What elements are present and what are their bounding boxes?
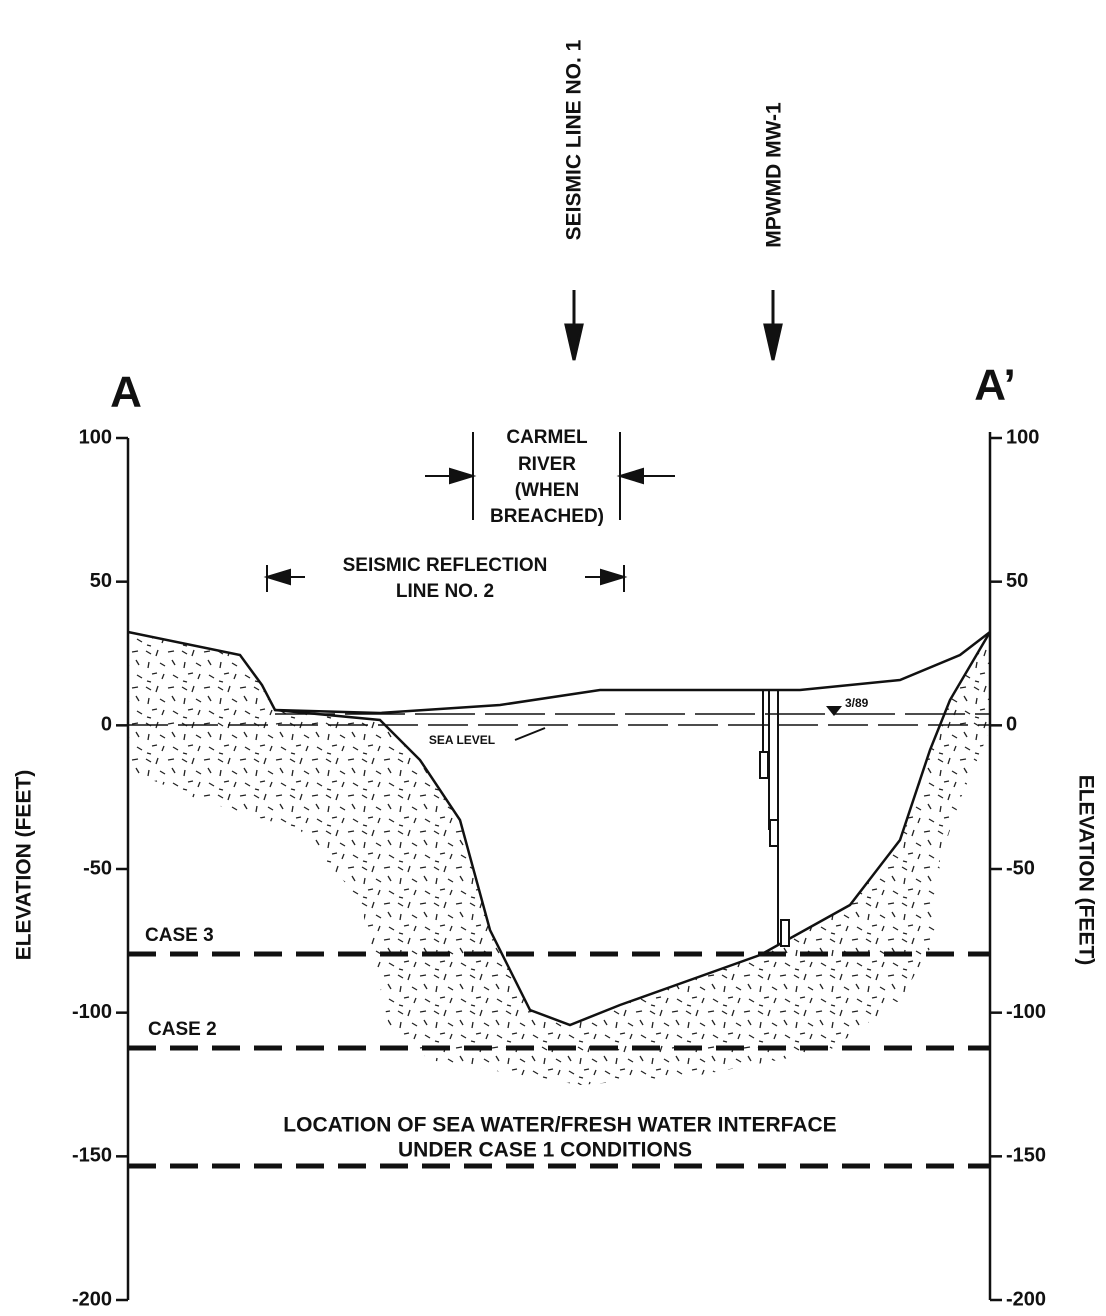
tick-label: -200: [72, 1288, 112, 1310]
annotation: 3/89: [845, 696, 869, 710]
tick-label: -150: [1006, 1145, 1046, 1167]
section-start: A: [110, 368, 142, 417]
tick-label: 0: [101, 714, 112, 736]
tick-label: -100: [1006, 1001, 1046, 1023]
annotation: CASE 2: [148, 1019, 217, 1040]
tick-label: -100: [72, 1001, 112, 1023]
marker-arrows: [566, 290, 781, 360]
page: A A’ SEISMIC LINE NO. 1 MPWMD MW-1 ELEVA…: [0, 0, 1106, 1316]
tick-label: -50: [1006, 857, 1035, 879]
tick-label: 50: [1006, 570, 1028, 592]
annotation: (WHEN: [515, 480, 579, 501]
annotation: RIVER: [518, 454, 576, 475]
annotation: SEA LEVEL: [429, 733, 495, 747]
tick-label: -150: [72, 1145, 112, 1167]
annotation: UNDER CASE 1 CONDITIONS: [398, 1139, 692, 1162]
tick-label: 0: [1006, 714, 1017, 736]
left-axis-label: ELEVATION (FEET): [13, 770, 36, 961]
marker-label: SEISMIC LINE NO. 1: [563, 39, 586, 240]
annotation: SEISMIC REFLECTION: [343, 555, 548, 576]
marker-label: MPWMD MW-1: [763, 102, 786, 248]
annotation: CASE 3: [145, 925, 214, 946]
tick-label: 50: [90, 570, 112, 592]
tick-label: -200: [1006, 1288, 1046, 1310]
annotation: CARMEL: [506, 427, 588, 448]
section-end: A’: [974, 361, 1016, 410]
well: [760, 690, 789, 946]
cross-section: A A’ SEISMIC LINE NO. 1 MPWMD MW-1 ELEVA…: [0, 0, 1106, 1316]
annotation: LINE NO. 2: [396, 581, 494, 602]
right-axis-label: ELEVATION (FEET): [1074, 775, 1097, 966]
tick-label: 100: [79, 426, 112, 448]
annotation: LOCATION OF SEA WATER/FRESH WATER INTERF…: [283, 1114, 836, 1137]
annotation: BREACHED): [490, 506, 604, 527]
sea-level-leader: [515, 728, 545, 740]
tick-label: 100: [1006, 426, 1039, 448]
tick-label: -50: [83, 857, 112, 879]
